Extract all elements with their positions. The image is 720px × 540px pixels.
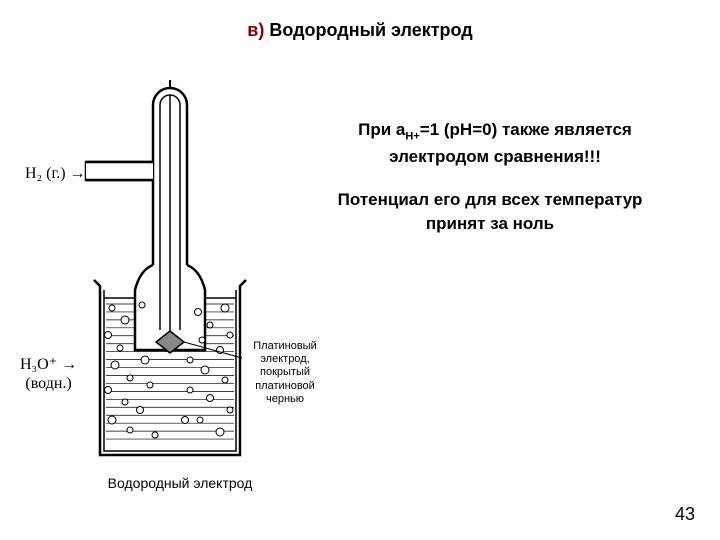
h2-gas-label: H₂ (г.) → bbox=[25, 165, 86, 183]
page-number: 43 bbox=[675, 504, 695, 525]
title-text: Водородный электрод bbox=[269, 20, 472, 40]
title-prefix: в) bbox=[247, 20, 264, 40]
potential-note: Потенциал его для всех температур принят… bbox=[290, 188, 690, 236]
electrode-diagram: H₂ (г.) → H₃O⁺ → (водн.) Платиновый элек… bbox=[30, 80, 290, 480]
slide-title: в) Водородный электрод bbox=[0, 20, 720, 41]
platinum-electrode-label: Платиновый электрод, покрытый платиновой… bbox=[240, 340, 330, 406]
h3o-solution-label: H₃O⁺ → (водн.) bbox=[20, 355, 77, 393]
diagram-caption: Водородный электрод bbox=[80, 475, 280, 491]
reference-note: При aН+=1 (рН=0) также является электрод… bbox=[300, 118, 690, 169]
